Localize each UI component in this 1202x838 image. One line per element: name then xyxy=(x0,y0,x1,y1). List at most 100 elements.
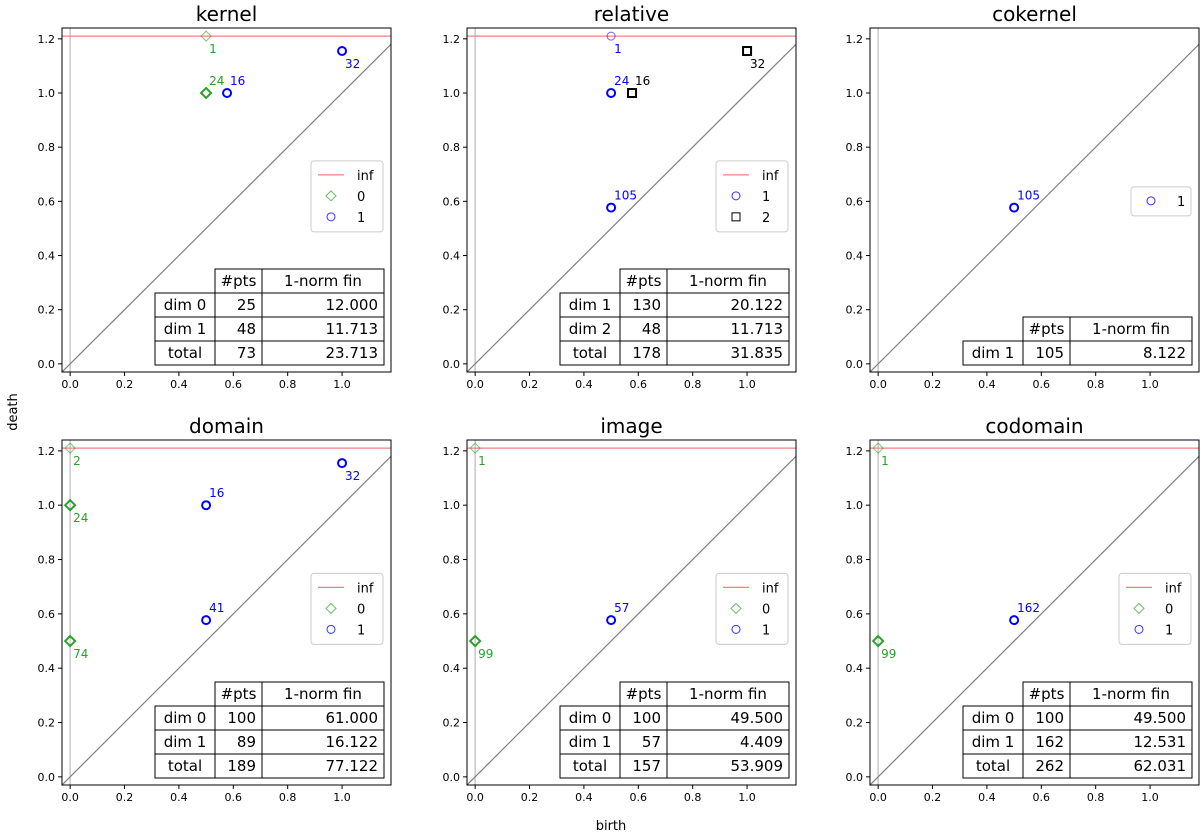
x-tick-label: 0.6 xyxy=(1033,791,1051,804)
legend-entry-label: inf xyxy=(357,169,374,184)
table-cell xyxy=(154,340,216,366)
panel-title: kernel xyxy=(196,2,258,26)
table-cell xyxy=(619,340,668,366)
axes-frame xyxy=(466,439,797,786)
table-cell xyxy=(261,292,385,318)
panel-title: domain xyxy=(189,414,264,438)
y-tick-label: 1.0 xyxy=(443,87,461,100)
table-cell xyxy=(619,681,668,707)
x-tick-label: 0.2 xyxy=(521,378,539,391)
table-cell-text: 130 xyxy=(632,296,661,314)
summary-table: #pts 1-norm fin dim 0 100 61.000 dim 1 89 16.12… xyxy=(154,681,385,779)
table-cell-text: 189 xyxy=(227,757,256,775)
table-cell-text: 4.409 xyxy=(740,733,783,751)
y-tick-label: 0.2 xyxy=(846,304,864,317)
table-cell-text: dim 1 xyxy=(972,733,1015,751)
table-cell-text: total xyxy=(168,344,202,362)
y-tick-label: 0.0 xyxy=(846,771,864,784)
summary-table: #pts 1-norm fin dim 1 105 8.122 xyxy=(962,316,1193,366)
table-cell-text: dim 0 xyxy=(569,709,612,727)
series-0: 1 99 xyxy=(468,442,493,661)
summary-table: #pts 1-norm fin dim 1 130 20.122 dim 2 48 11.71… xyxy=(559,268,790,366)
x-tick-label: 0.6 xyxy=(225,791,243,804)
y-tick-label: 0.4 xyxy=(443,662,461,675)
y-tick-label: 0.8 xyxy=(846,554,864,567)
legend-entry-label: inf xyxy=(762,581,779,596)
table-cell xyxy=(1022,340,1071,366)
table-header-text: 1-norm fin xyxy=(284,272,362,290)
legend-frame xyxy=(715,160,789,233)
y-tick-label: 1.2 xyxy=(38,445,56,458)
x-tick-label: 0.0 xyxy=(466,791,484,804)
table-cell-text: 73 xyxy=(237,344,256,362)
reference-lines xyxy=(62,28,391,372)
table-header-text: #pts xyxy=(1029,320,1065,338)
y-tick-label: 0.6 xyxy=(443,195,461,208)
diagonal-line xyxy=(62,455,391,785)
table-cell-text: 100 xyxy=(1035,709,1064,727)
point-label: 16 xyxy=(209,486,224,500)
point-label: 32 xyxy=(750,57,765,71)
series-1: 1 24 105 xyxy=(606,31,637,213)
table-cell xyxy=(1022,316,1071,342)
table-cell-text: 89 xyxy=(237,733,256,751)
point-label: 24 xyxy=(209,74,224,88)
diagonal-line xyxy=(467,455,796,785)
table-cell xyxy=(261,729,385,755)
y-tick-label: 1.2 xyxy=(846,445,864,458)
table-cell xyxy=(214,705,263,731)
circle-marker xyxy=(1009,202,1020,213)
table-cell-text: total xyxy=(168,757,202,775)
table-cell xyxy=(261,753,385,779)
table-cell-text: dim 1 xyxy=(972,344,1015,362)
y-tick-label: 1.2 xyxy=(38,33,56,46)
table-cell-text: dim 1 xyxy=(569,733,612,751)
summary-table: #pts 1-norm fin dim 0 100 49.500 dim 1 162 12.5… xyxy=(962,681,1193,779)
table-cell xyxy=(214,292,263,318)
y-tick-label: 1.0 xyxy=(846,87,864,100)
table-cell-text: dim 2 xyxy=(569,320,612,338)
point-label: 16 xyxy=(230,74,245,88)
x-tick-label: 0.8 xyxy=(1087,791,1105,804)
diamond-marker xyxy=(63,634,77,648)
circle-marker xyxy=(201,500,212,511)
table-cell-text: dim 1 xyxy=(569,296,612,314)
x-tick-label: 0.6 xyxy=(630,378,648,391)
reference-lines xyxy=(467,28,796,372)
table-cell xyxy=(261,340,385,366)
table-cell xyxy=(666,753,790,779)
legend-frame xyxy=(310,160,384,233)
legend-circle-swatch xyxy=(326,624,336,634)
square-marker xyxy=(627,88,638,99)
table-cell xyxy=(154,753,216,779)
circle-marker xyxy=(201,615,212,626)
table-cell xyxy=(214,729,263,755)
table-cell-text: 157 xyxy=(632,757,661,775)
circle-marker xyxy=(606,88,617,99)
x-tick-label: 0.4 xyxy=(575,378,593,391)
table-cell-text: dim 0 xyxy=(164,296,207,314)
point-label: 105 xyxy=(614,189,637,203)
square-marker xyxy=(742,46,753,57)
y-tick-label: 0.6 xyxy=(846,195,864,208)
table-cell xyxy=(214,316,263,342)
table-cell-text: 262 xyxy=(1035,757,1064,775)
x-tick-label: 0.4 xyxy=(978,378,996,391)
legend-diamond-swatch xyxy=(730,602,742,615)
legend-entry-label: 0 xyxy=(1165,602,1173,617)
table-cell-text: 25 xyxy=(237,296,256,314)
y-tick-label: 0.4 xyxy=(443,250,461,263)
y-tick-label: 0.2 xyxy=(846,717,864,730)
y-tick-label: 0.8 xyxy=(443,141,461,154)
x-tick-label: 1.0 xyxy=(738,791,756,804)
point-label: 16 xyxy=(635,74,650,88)
legend-entry-label: 1 xyxy=(1165,623,1173,638)
axes-frame xyxy=(61,27,392,373)
table-cell-text: 53.909 xyxy=(731,757,784,775)
circle-marker xyxy=(606,202,617,213)
legend: inf 0 1 xyxy=(310,160,384,233)
table-cell xyxy=(154,705,216,731)
legend-frame xyxy=(1130,186,1192,217)
panel-domain: domain 0.0 0.2 0.4 0.6 0.8 1.0 0.0 0.2 0.4 0.6 0.8 1… xyxy=(38,414,392,804)
